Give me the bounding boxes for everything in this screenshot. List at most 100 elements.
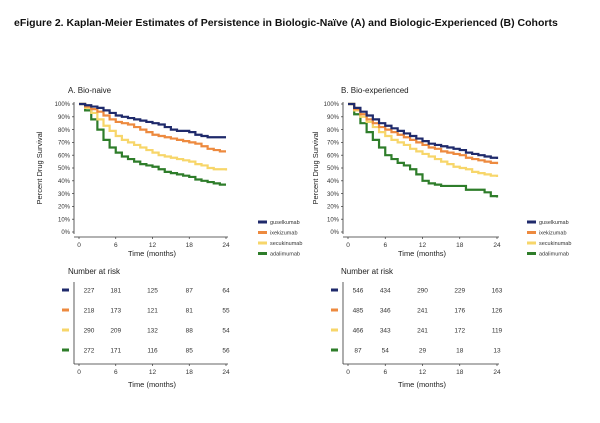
panel-a-y-tick-label: 100% xyxy=(55,102,71,108)
panel-a-series-guselkumab xyxy=(79,102,226,139)
panel-b-y-tick-label: 40% xyxy=(327,179,340,185)
panel-a-x-tick-label: 0 xyxy=(77,242,81,249)
panel-a-risk-x-tick-label: 0 xyxy=(77,369,81,376)
panel-b-y-tick-label: 70% xyxy=(327,141,340,147)
panel-a-risk-cell: 54 xyxy=(222,327,230,334)
panel-b-legend: guselkumab ixekizumab secukinumab adalimuma… xyxy=(527,220,571,258)
panel-b-series-ixekizumab xyxy=(348,102,499,165)
panel-b-risk-cell: 546 xyxy=(353,287,364,294)
panel-b-risk-cell: 172 xyxy=(454,327,465,334)
panel-b-legend-label-guselkumab: guselkumab xyxy=(539,220,569,226)
panel-a-risk-cell: 125 xyxy=(147,287,158,294)
panel-a-legend: guselkumab ixekizumab secukinumab adalimuma… xyxy=(258,220,302,258)
panel-b-risk-x-tick-label: 18 xyxy=(456,369,464,376)
panel-a-risk-cell: 116 xyxy=(147,347,158,354)
panel-b-risk-table: 546 434 29 0 229 163 485 346 241 176 126 466 343 241 1… xyxy=(331,282,503,376)
panel-b-risk-cell: 13 xyxy=(493,347,501,354)
panel-b-y-tick-label: 30% xyxy=(327,192,340,198)
panel-a-y-tick-label: 50% xyxy=(58,166,71,172)
panel-a-legend-label-adalimumab: adalimumab xyxy=(270,252,300,258)
figure-title: eFigure 2. Kaplan-Meier Estimates of Per… xyxy=(14,17,558,29)
panel-b-risk-cell: 176 xyxy=(454,307,465,314)
panel-a-risk-cell: 181 xyxy=(110,287,121,294)
panel-a-risk-x-tick-label: 6 xyxy=(114,369,118,376)
panel-a-risk-cell: 64 xyxy=(222,287,230,294)
panel-b-risk-x-tick-label: 12 xyxy=(419,369,427,376)
panel-b-plot: 0% 10% 20% 30% 40% 50% 60% 70% 80% 90% 100% 0 6 12 18 2… xyxy=(324,102,501,249)
panel-b-risk-cell: 126 xyxy=(492,307,503,314)
panel-b-xlabel: Time (months) xyxy=(398,249,447,258)
panel-b-y-tick-label: 20% xyxy=(327,205,340,211)
panel-a-risk-xlabel: Time (months) xyxy=(128,380,177,389)
panel-a-x-tick-label: 6 xyxy=(114,242,118,249)
panel-b-risk-cell: 466 xyxy=(353,327,364,334)
panel-a-series-ixekizumab xyxy=(79,102,226,153)
panel-a-y-tick-label: 10% xyxy=(58,217,71,223)
panel-a-series-secukinumab xyxy=(79,102,228,171)
panel-a-y-tick-label: 40% xyxy=(58,179,71,185)
panel-a-plot: 0% 10% 20% 30% 40% 50% 60% 70% 80% 90% 100% 0 6 12 18 2… xyxy=(55,102,230,249)
panel-b-risk-cell: 163 xyxy=(492,287,503,294)
panel-b-series-adalimumab xyxy=(348,102,499,198)
panel-a-risk-cell: 171 xyxy=(110,347,121,354)
panel-a-y-tick-label: 70% xyxy=(58,141,71,147)
panel-b-x-tick-label: 12 xyxy=(419,242,427,249)
panel-b-legend-label-ixekizumab: ixekizumab xyxy=(539,231,567,237)
panel-a-x-tick-label: 18 xyxy=(186,242,194,249)
panel-a-title: A. Bio-naive xyxy=(68,86,112,95)
panel-b-risk-title: Number at risk xyxy=(341,267,394,276)
panel-b-risk-cell: 241 xyxy=(417,307,428,314)
panel-a-risk-cell: 55 xyxy=(222,307,230,314)
panel-a-xlabel: Time (months) xyxy=(128,249,177,258)
panel-a-risk-cell: 81 xyxy=(186,307,194,314)
panel-a-risk-cell: 173 xyxy=(110,307,121,314)
panel-a-y-tick-label: 0% xyxy=(61,230,70,236)
panel-a-risk-cell: 132 xyxy=(147,327,158,334)
panel-b-y-tick-label: 50% xyxy=(327,166,340,172)
panel-a-risk-cell: 272 xyxy=(84,347,95,354)
panel-a-risk-cell: 88 xyxy=(186,327,194,334)
panel-b-risk-cell: 229 xyxy=(454,287,465,294)
panel-a-risk-table: 227 181 125 87 64 218 173 121 81 55 290 209 132 88 54 2… xyxy=(62,282,230,376)
panel-a-ylabel: Percent Drug Survival xyxy=(35,131,44,204)
panel-b-risk-cell: 434 xyxy=(380,287,391,294)
panel-b-risk-xlabel: Time (months) xyxy=(398,380,447,389)
panel-a-legend-label-ixekizumab: ixekizumab xyxy=(270,231,298,237)
panel-b: B. Bio-experienced Percent Drug Survival… xyxy=(311,86,571,389)
panel-b-risk-x-tick-label: 24 xyxy=(493,369,501,376)
panel-b-y-tick-label: 10% xyxy=(327,217,340,223)
panel-b-y-tick-label: 60% xyxy=(327,153,340,159)
panel-b-risk-cell: 485 xyxy=(353,307,364,314)
panel-b-series-guselkumab xyxy=(348,102,499,160)
panel-a-x-tick-label: 24 xyxy=(222,242,230,249)
panel-a-risk-x-tick-label: 24 xyxy=(222,369,230,376)
panel-a-risk-cell: 290 xyxy=(84,327,95,334)
panel-b-risk-cell: 18 xyxy=(456,347,464,354)
panel-b-risk-cell: 241 xyxy=(417,327,428,334)
panel-a-y-tick-label: 60% xyxy=(58,153,71,159)
panel-b-risk-cell: 343 xyxy=(380,327,391,334)
panel-b-risk-cell: 54 xyxy=(382,347,390,354)
panel-b-risk-cell: 29 xyxy=(419,347,427,354)
panel-a-risk-cell: 121 xyxy=(147,307,158,314)
panel-a-risk-cell: 227 xyxy=(84,287,95,294)
panel-a-y-tick-label: 30% xyxy=(58,192,71,198)
panel-b-x-tick-label: 0 xyxy=(346,242,350,249)
panel-a-series-adalimumab xyxy=(79,102,226,186)
panel-a-y-tick-label: 80% xyxy=(58,128,71,134)
panel-b-x-tick-label: 6 xyxy=(383,242,387,249)
panel-b-series-secukinumab xyxy=(348,102,499,177)
panel-b-legend-label-adalimumab: adalimumab xyxy=(539,252,569,258)
panel-b-x-tick-label: 18 xyxy=(456,242,464,249)
panel-a-risk-cell: 87 xyxy=(186,287,194,294)
panel-a-y-tick-label: 90% xyxy=(58,115,71,121)
panel-b-risk-x-tick-label: 0 xyxy=(346,369,350,376)
panel-a-risk-cell: 56 xyxy=(222,347,230,354)
panel-b-title: B. Bio-experienced xyxy=(341,86,409,95)
panel-a-risk-title: Number at risk xyxy=(68,267,121,276)
panel-a-risk-x-tick-label: 12 xyxy=(149,369,157,376)
panel-b-y-tick-label: 0% xyxy=(330,230,339,236)
panel-a-x-tick-label: 12 xyxy=(149,242,157,249)
panel-b-risk-cell: 346 xyxy=(380,307,391,314)
